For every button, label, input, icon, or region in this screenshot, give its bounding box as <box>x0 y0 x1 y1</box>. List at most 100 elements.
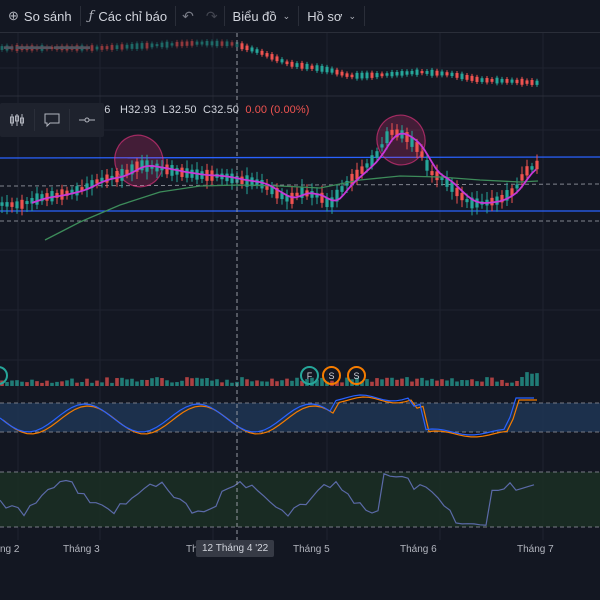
top-candle-body <box>335 69 339 75</box>
top-candle-body <box>515 79 519 84</box>
volume-bar <box>170 382 174 386</box>
time-axis-label: Th <box>186 544 198 555</box>
event-marker-s-2[interactable]: S <box>347 366 366 385</box>
top-candle-body <box>125 44 129 49</box>
time-axis[interactable]: ng 2 Tháng 3 Th Tháng 5 Tháng 6 Tháng 7 <box>0 540 600 560</box>
top-candle-body <box>160 42 164 48</box>
volume-bar <box>415 378 419 386</box>
resistance-line[interactable] <box>0 156 600 159</box>
candle-body <box>330 197 334 208</box>
volume-bar <box>335 381 339 386</box>
candle-body <box>355 169 359 180</box>
function-icon: ƒ <box>88 8 94 24</box>
volume-bar <box>45 380 49 386</box>
candle-body <box>80 187 84 191</box>
candle-body <box>455 187 459 197</box>
volume-bar <box>25 382 29 386</box>
volume-bar <box>240 377 244 386</box>
event-marker-f[interactable]: F <box>300 366 319 385</box>
top-candle-body <box>170 43 174 46</box>
candle-body <box>275 188 279 199</box>
top-candle-body <box>215 40 219 47</box>
volume-bar <box>495 381 499 386</box>
volume-bar <box>420 377 424 386</box>
comment-icon[interactable] <box>35 103 69 137</box>
time-axis-label: ng 2 <box>0 544 20 555</box>
volume-bar <box>190 378 194 386</box>
top-candle-body <box>440 71 444 76</box>
volume-bar <box>55 381 59 386</box>
top-candle-body <box>115 45 119 50</box>
toolbar-divider <box>34 109 35 131</box>
candle-body <box>95 179 99 184</box>
candle-body <box>535 160 539 170</box>
top-candle-body <box>385 73 389 76</box>
volume-bar <box>95 380 99 386</box>
top-candle-body <box>55 46 59 50</box>
volume-bar <box>410 381 414 386</box>
top-candle-body <box>295 63 299 67</box>
chart-canvas[interactable] <box>0 33 600 600</box>
volume-bar <box>525 372 529 386</box>
volume-bar <box>430 378 434 386</box>
top-candle-body <box>330 68 334 73</box>
charts-dropdown[interactable]: Biểu đồ ⌄ <box>225 0 299 32</box>
top-candle-body <box>275 56 279 62</box>
compare-button[interactable]: ⊕ So sánh <box>0 0 80 32</box>
volume-bar <box>110 382 114 386</box>
volume-bar <box>65 380 69 386</box>
event-marker-s-1[interactable]: S <box>322 366 341 385</box>
candle-body <box>230 173 234 184</box>
volume-bar <box>85 378 89 386</box>
toolbar-divider <box>175 6 177 26</box>
volume-bar <box>280 380 284 386</box>
candle-body <box>370 155 374 167</box>
stochastic-k-line <box>0 394 534 436</box>
highlight-ellipse-2[interactable] <box>370 108 432 171</box>
event-s1-label: S <box>328 370 335 381</box>
volume-bar <box>530 373 534 386</box>
top-candle-body <box>105 46 109 50</box>
volume-bar <box>375 378 379 386</box>
redo-icon[interactable]: ↷ <box>205 7 218 24</box>
top-candle-body <box>445 72 449 76</box>
volume-bar <box>145 379 149 386</box>
candle-body <box>240 176 244 185</box>
candle-body <box>280 192 284 200</box>
top-candle-body <box>535 80 539 85</box>
charts-label: Biểu đồ <box>232 8 277 24</box>
volume-bar <box>360 381 364 386</box>
profile-dropdown[interactable]: Hồ sơ ⌄ <box>299 0 364 32</box>
indicators-button[interactable]: ƒ Các chỉ báo <box>81 0 175 32</box>
stochastic-d-line <box>2 396 537 438</box>
top-candle-body <box>490 78 494 82</box>
candle-body <box>320 192 324 203</box>
candle-body <box>445 177 449 187</box>
volume-bar <box>15 380 19 386</box>
toolbar-divider <box>364 6 365 26</box>
top-candle-body <box>250 47 254 52</box>
top-candle-body <box>220 41 224 46</box>
top-candle-body <box>50 46 54 50</box>
top-candle-body <box>270 54 274 60</box>
volume-bar <box>340 382 344 386</box>
event-f-label: F <box>306 370 313 381</box>
volume-bar <box>5 382 9 386</box>
volume-bar <box>200 378 204 386</box>
volume-bar <box>225 379 229 386</box>
top-candle-body <box>165 41 169 48</box>
volume-bar <box>300 380 304 386</box>
undo-icon[interactable]: ↶ <box>182 7 194 24</box>
top-candle-body <box>245 45 249 51</box>
candle-body <box>335 189 339 202</box>
volume-bar <box>390 377 394 386</box>
candle-body <box>105 174 109 183</box>
top-candle-body <box>320 65 324 72</box>
volume-bar <box>30 379 34 386</box>
line-tool-icon[interactable] <box>70 103 104 137</box>
candles-settings-icon[interactable] <box>0 103 34 137</box>
top-candle-body <box>25 45 29 51</box>
time-axis-label: Tháng 3 <box>63 544 100 555</box>
top-candle-body <box>430 69 434 76</box>
toolbar-divider <box>223 6 225 26</box>
